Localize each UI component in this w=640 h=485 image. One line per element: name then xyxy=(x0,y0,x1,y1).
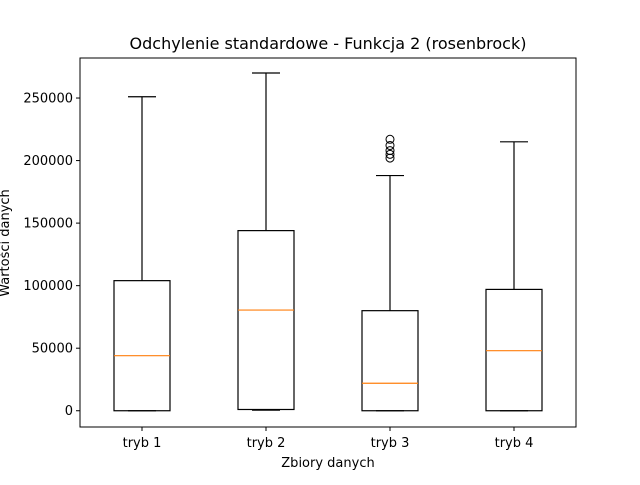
box xyxy=(113,280,171,412)
y-tick-label: 0 xyxy=(65,404,73,419)
x-tick-label: tryb 2 xyxy=(247,436,286,451)
flier-point xyxy=(385,149,395,159)
plot-area xyxy=(113,72,543,412)
x-tick-label: tryb 4 xyxy=(495,436,534,451)
plot-frame xyxy=(79,57,577,428)
y-tick-label: 250000 xyxy=(23,92,73,107)
y-axis-title: Wartości danych xyxy=(0,189,13,297)
box xyxy=(237,230,295,411)
x-tick-label: tryb 3 xyxy=(371,436,410,451)
x-axis-title: Zbiory danych xyxy=(281,456,374,471)
box xyxy=(361,310,419,412)
box xyxy=(485,288,543,412)
y-tick-label: 200000 xyxy=(23,154,73,169)
flier-point xyxy=(385,146,395,156)
y-tick-label: 150000 xyxy=(23,217,73,232)
chart-title: Odchylenie standardowe - Funkcja 2 (rose… xyxy=(130,34,527,53)
y-tick-label: 100000 xyxy=(23,279,73,294)
flier-point xyxy=(385,141,395,151)
x-tick-label: tryb 1 xyxy=(123,436,162,451)
y-tick-label: 50000 xyxy=(32,342,73,357)
flier-point xyxy=(385,134,395,144)
